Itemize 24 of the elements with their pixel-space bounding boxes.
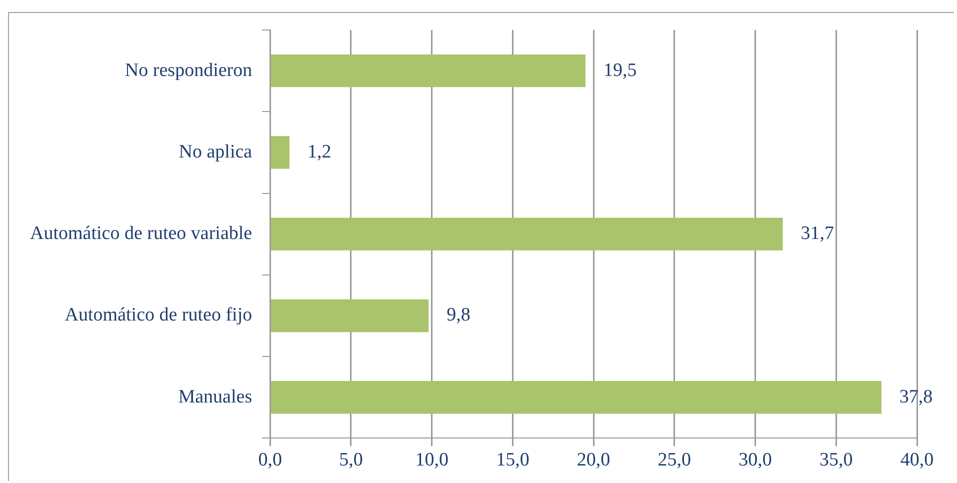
bar [270, 299, 429, 332]
x-tick-label: 35,0 [820, 450, 853, 471]
y-tick-label: No respondieron [124, 60, 253, 81]
data-label: 19,5 [603, 60, 637, 81]
x-tick-label: 10,0 [415, 450, 448, 471]
bar [270, 218, 783, 250]
y-tick-label: Manuales [178, 386, 252, 408]
y-tick-label: Automático de ruteo variable [30, 223, 252, 244]
y-tick-label: Automático de ruteo fijo [64, 304, 252, 326]
x-tick-label: 40,0 [900, 450, 934, 471]
data-label: 37,8 [899, 386, 933, 408]
bar [270, 381, 882, 414]
data-label: 31,7 [800, 223, 834, 244]
bar [270, 54, 586, 88]
x-tick-label: 5,0 [339, 450, 363, 471]
y-tick-label: No aplica [178, 141, 253, 162]
bar [270, 136, 290, 169]
x-tick-label: 15,0 [496, 450, 530, 471]
x-tick-label: 0,0 [258, 450, 282, 471]
data-label: 1,2 [308, 141, 332, 162]
x-tick-label: 30,0 [738, 450, 772, 471]
data-label: 9,8 [446, 304, 470, 326]
x-tick-label: 25,0 [658, 450, 692, 471]
x-tick-label: 20,0 [576, 450, 610, 471]
